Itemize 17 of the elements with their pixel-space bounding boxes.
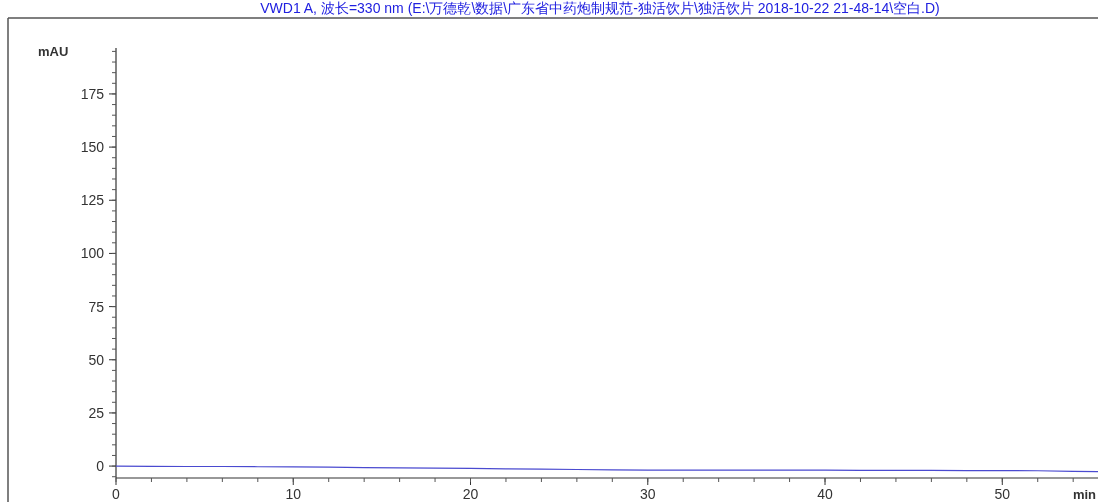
y-tick-label: 100 xyxy=(80,245,105,262)
y-tick-label: 75 xyxy=(88,298,105,315)
y-tick-label: 150 xyxy=(80,139,105,156)
x-tick-label: 50 xyxy=(994,486,1011,502)
y-tick-label: 0 xyxy=(96,458,105,475)
y-tick-label: 25 xyxy=(88,404,105,421)
x-tick-label: 30 xyxy=(639,486,656,502)
x-tick-label: 0 xyxy=(112,486,121,502)
x-tick-label: 20 xyxy=(462,486,479,502)
chart-title: VWD1 A, 波长=330 nm (E:\万德乾\数据\广东省中药炮制规范-独活饮片\独活饮片 2018-10-22 21-48-14\空白.D) xyxy=(260,0,940,16)
y-tick-label: 175 xyxy=(80,85,105,102)
x-axis-title: min xyxy=(1072,487,1097,502)
x-tick-label: 40 xyxy=(817,486,834,502)
y-tick-label: 50 xyxy=(88,351,105,368)
y-axis-title: mAU xyxy=(38,44,69,59)
x-tick-label: 10 xyxy=(285,486,302,502)
y-tick-label: 125 xyxy=(80,192,105,209)
